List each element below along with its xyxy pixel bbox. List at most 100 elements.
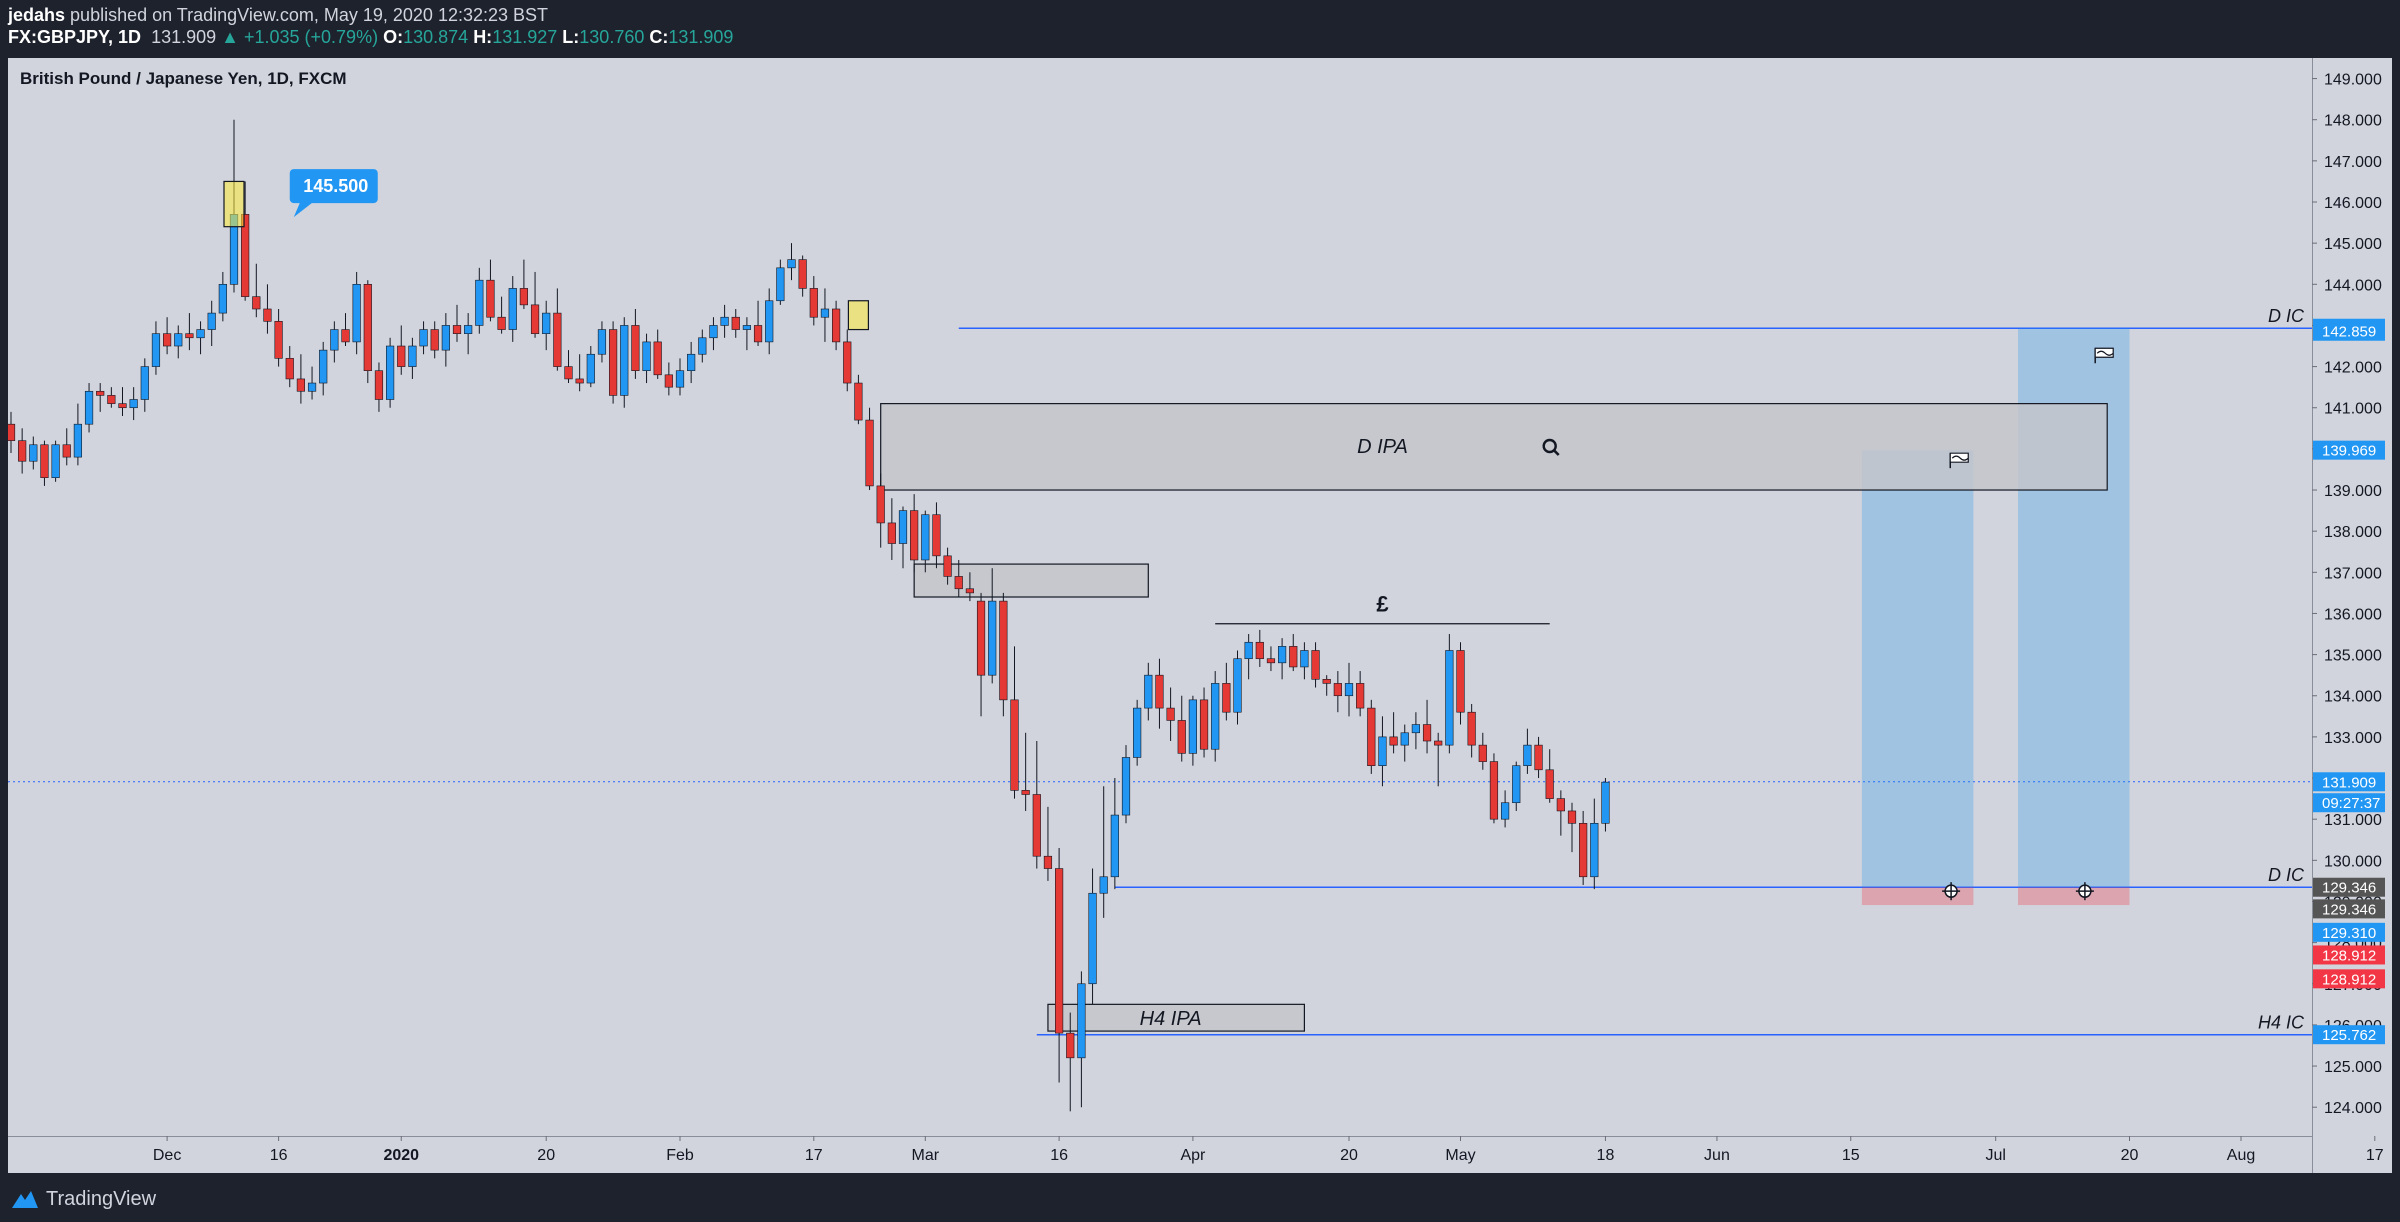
candle[interactable] (475, 267, 484, 334)
candle[interactable] (776, 259, 785, 305)
candle[interactable] (374, 362, 384, 412)
candle[interactable] (96, 383, 105, 412)
candle[interactable] (675, 358, 685, 396)
candle[interactable] (1411, 712, 1420, 750)
highlight-box-break[interactable] (847, 300, 870, 331)
candle[interactable] (542, 300, 551, 351)
target-flag-icon[interactable] (2094, 347, 2114, 364)
candle[interactable] (988, 568, 997, 684)
price-axis-tag[interactable]: 128.912 (2313, 945, 2385, 965)
candle[interactable] (1144, 662, 1153, 721)
candle[interactable] (943, 547, 952, 585)
candle[interactable] (843, 329, 852, 392)
candle[interactable] (1199, 687, 1209, 758)
candle[interactable] (1545, 749, 1554, 803)
candle[interactable] (29, 436, 38, 470)
candle[interactable] (241, 181, 250, 301)
candle[interactable] (1166, 687, 1175, 742)
d-ipa-zone[interactable] (880, 403, 2108, 491)
candle[interactable] (753, 300, 763, 347)
candle[interactable] (296, 354, 306, 404)
candle[interactable] (419, 321, 428, 355)
candle[interactable] (1378, 716, 1387, 787)
candle[interactable] (831, 300, 841, 351)
candle[interactable] (486, 259, 495, 322)
candle[interactable] (385, 337, 395, 408)
candle[interactable] (731, 308, 740, 338)
candle[interactable] (118, 387, 127, 416)
candle[interactable] (1233, 650, 1242, 725)
candle[interactable] (564, 350, 573, 384)
candle[interactable] (129, 387, 138, 421)
candle[interactable] (508, 276, 517, 342)
candle[interactable] (1043, 806, 1053, 881)
candle[interactable] (910, 494, 919, 573)
candle[interactable] (1021, 732, 1030, 811)
candle[interactable] (1456, 642, 1465, 725)
symbol-label[interactable]: FX:GBPJPY, 1D (8, 27, 142, 47)
tradingview-brand[interactable]: TradingView (46, 1188, 157, 1210)
search-icon[interactable] (1542, 438, 1560, 456)
candle[interactable] (1077, 971, 1086, 1108)
candle[interactable] (1356, 671, 1365, 717)
candle[interactable] (441, 313, 450, 367)
candle[interactable] (687, 341, 696, 384)
price-axis-tag[interactable]: 125.762 (2313, 1025, 2385, 1045)
candle[interactable] (720, 304, 729, 338)
candle[interactable] (1556, 790, 1565, 836)
candle[interactable] (185, 313, 194, 351)
candle[interactable] (1523, 728, 1532, 774)
candle[interactable] (218, 271, 227, 322)
candle[interactable] (252, 263, 261, 318)
candle[interactable] (1445, 634, 1454, 754)
candle[interactable] (1133, 699, 1142, 766)
candle[interactable] (307, 366, 317, 400)
candle[interactable] (464, 313, 473, 355)
candlestick-chart[interactable]: British Pound / Japanese Yen, 1D, FXCM 1… (6, 58, 2392, 1173)
candle[interactable] (62, 428, 71, 466)
candle[interactable] (263, 284, 272, 334)
candle[interactable] (765, 288, 774, 355)
candle[interactable] (330, 321, 339, 363)
candle[interactable] (1344, 662, 1354, 717)
candle[interactable] (976, 592, 986, 717)
candle[interactable] (865, 407, 874, 491)
candle[interactable] (631, 308, 640, 379)
candle[interactable] (274, 308, 283, 367)
candle[interactable] (140, 358, 149, 412)
target-flag-icon[interactable] (1949, 452, 1969, 469)
candle[interactable] (530, 271, 540, 338)
candle[interactable] (1155, 658, 1164, 729)
candle[interactable] (319, 341, 328, 396)
candle[interactable] (965, 572, 974, 602)
candle[interactable] (1266, 646, 1276, 672)
candle[interactable] (1300, 642, 1309, 680)
candle[interactable] (709, 317, 718, 351)
candle[interactable] (1512, 761, 1521, 811)
candle[interactable] (1579, 810, 1588, 886)
position-move-handle-icon[interactable] (2075, 882, 2094, 901)
resistance-box[interactable] (913, 563, 1149, 598)
candle[interactable] (742, 317, 751, 351)
candle[interactable] (932, 502, 941, 569)
candle[interactable] (151, 321, 161, 375)
candle[interactable] (608, 321, 618, 404)
candle[interactable] (1422, 699, 1432, 754)
candle[interactable] (196, 321, 205, 355)
candle[interactable] (1389, 712, 1398, 754)
candle[interactable] (1088, 868, 1097, 1005)
candle[interactable] (1501, 790, 1510, 828)
candle[interactable] (352, 271, 361, 355)
candle[interactable] (553, 288, 562, 371)
candle[interactable] (921, 510, 930, 573)
publisher-name[interactable]: jedahs (8, 5, 66, 25)
candle[interactable] (664, 362, 673, 396)
candle[interactable] (51, 440, 60, 482)
candle[interactable] (954, 559, 963, 597)
candle[interactable] (999, 592, 1008, 717)
candle[interactable] (1434, 732, 1443, 787)
candle[interactable] (163, 317, 172, 355)
candle[interactable] (452, 304, 462, 342)
candle[interactable] (809, 276, 818, 326)
candle[interactable] (1333, 671, 1342, 713)
